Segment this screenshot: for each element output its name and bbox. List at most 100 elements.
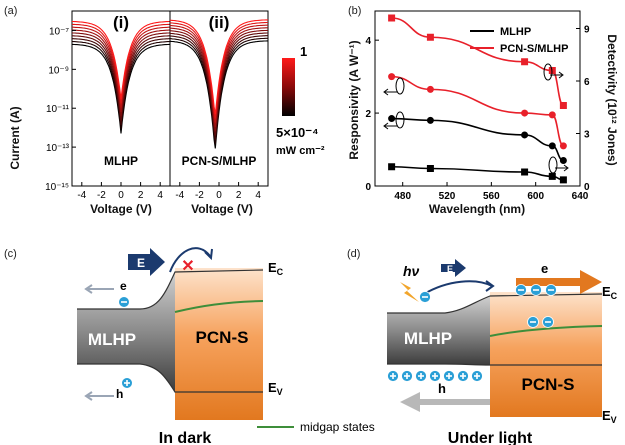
electron-dot (419, 291, 431, 303)
curved-arrow-light (423, 280, 493, 295)
data-point (521, 131, 529, 139)
data-point (388, 115, 396, 123)
lightning-icon (400, 282, 419, 302)
a-xtick-label: 2 (236, 190, 242, 201)
panel-a-xlabel-i: Voltage (V) (90, 202, 152, 216)
colorbar-min: 5×10⁻⁴ (276, 125, 319, 140)
panel-b-ylabel-left: Responsivity (A W⁻¹) (347, 40, 361, 159)
b-xtick-label: 640 (572, 191, 589, 202)
iv-curve (72, 20, 170, 99)
data-point (548, 172, 556, 180)
data-point (559, 142, 567, 150)
hole-dot (401, 370, 413, 382)
iv-curve (71, 40, 171, 130)
hole-dot (443, 370, 455, 382)
a-xtick-label: -4 (175, 190, 184, 201)
data-point (388, 14, 396, 22)
iv-curve (71, 23, 171, 104)
panel-a-label: (a) (4, 5, 17, 17)
a-xtick-label: 0 (216, 190, 222, 201)
electron-flow-arrow (516, 270, 602, 294)
iv-curve (72, 26, 170, 108)
colorbar-unit: mW cm⁻² (276, 145, 325, 157)
data-point (548, 142, 556, 150)
colorbar (282, 58, 295, 116)
b-ytick-right-label: 3 (584, 130, 590, 141)
b-ytick-right-label: 9 (584, 25, 590, 36)
electron-dot (542, 316, 554, 328)
electron-label-light: e (541, 261, 548, 276)
panel-d-label: (d) (347, 248, 360, 260)
band-diagram-dark (77, 268, 264, 420)
a-ytick-label: 10⁻⁹ (48, 65, 69, 76)
blocked-mark: ✕ (181, 258, 194, 275)
hole-dot (387, 370, 399, 382)
a-xtick-label: 4 (255, 190, 261, 201)
a-xtick-label: 2 (138, 190, 144, 201)
subplot-i-name: MLHP (104, 154, 138, 168)
hole-dot (429, 370, 441, 382)
field-label-light: E (447, 264, 453, 274)
hole-label-dark: h (116, 387, 123, 401)
b-xtick-label: 480 (394, 191, 411, 202)
photon-label: hν (403, 263, 420, 279)
panel-a-xlabel-ii: Voltage (V) (191, 202, 253, 216)
electron-dot (527, 316, 539, 328)
a-xtick-label: -2 (195, 190, 204, 201)
a-xtick-label: -4 (77, 190, 86, 201)
electron-dot (545, 284, 557, 296)
ec-light: EC (602, 284, 618, 301)
data-point (521, 168, 529, 176)
a-ytick-label: 10⁻¹³ (46, 143, 70, 154)
dark-material-right: PCN-S (196, 328, 249, 347)
hole-dot (415, 370, 427, 382)
subplot-ii-name: PCN-S/MLHP (182, 154, 257, 168)
legend-mlhp: MLHP (500, 26, 531, 38)
a-xtick-label: -2 (97, 190, 106, 201)
field-arrow-light (441, 259, 466, 277)
midgap-legend-label: midgap states (300, 420, 375, 434)
panel-a-ylabel: Current (A) (8, 106, 22, 169)
data-point (426, 116, 434, 124)
series-line (391, 75, 564, 147)
a-xtick-label: 0 (118, 190, 124, 201)
series-line (391, 117, 564, 162)
b-ytick-right-label: 6 (584, 77, 590, 88)
ec-dark: EC (268, 260, 284, 277)
panel-b-label: (b) (348, 5, 361, 17)
panel-b-axes (374, 10, 581, 187)
a-xtick-label: 4 (157, 190, 163, 201)
panel-b-ylabel-right: Detectivity (10¹² Jones) (605, 34, 619, 165)
light-material-right: PCN-S (522, 375, 575, 394)
b-xtick-label: 560 (483, 191, 500, 202)
panel-a-plot-i: (i) MLHP (71, 10, 171, 187)
midgap-line-light (489, 325, 603, 337)
ev-light: EV (602, 408, 617, 425)
data-point (521, 58, 529, 66)
hole-label-light: h (438, 381, 446, 396)
b-ytick-label: 2 (365, 109, 371, 120)
electron-label-dark: e (120, 279, 127, 293)
data-point (388, 73, 396, 81)
electron-dot (515, 284, 527, 296)
data-point (548, 111, 556, 119)
iv-curve (169, 19, 268, 115)
b-xtick-label: 520 (439, 191, 456, 202)
data-point (559, 156, 567, 164)
panel-b-legend (470, 30, 494, 49)
midgap-line-dark (174, 300, 264, 313)
iv-curve (72, 38, 170, 125)
panel-a-plot-ii: (ii) PCN-S/MLHP (169, 10, 269, 187)
light-material-left: MLHP (404, 329, 452, 348)
panel-b-xlabel: Wavelength (nm) (429, 202, 525, 216)
a-ytick-label: 10⁻¹⁵ (45, 182, 69, 193)
b-ytick-label: 4 (365, 36, 371, 47)
b-ytick-right-label: 0 (584, 182, 590, 193)
hole-flow-arrow (400, 392, 490, 412)
colorbar-max: 1 (300, 44, 307, 59)
dark-material-left: MLHP (88, 330, 136, 349)
hole-dot (471, 370, 483, 382)
caption-dark: In dark (159, 430, 212, 445)
iv-curve (71, 32, 171, 117)
